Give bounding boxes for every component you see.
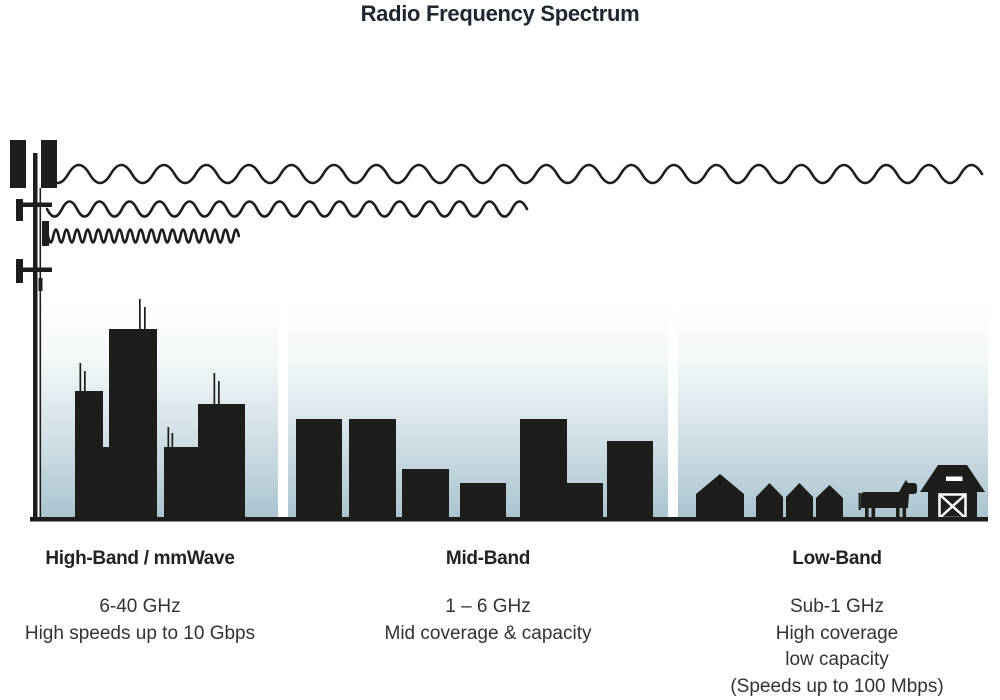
mid-band-description: Mid coverage & capacity [384, 622, 592, 644]
mid-band-heading: Mid-Band [445, 548, 531, 569]
rural-scene-low-band [696, 465, 985, 520]
city-skyline-high-band [75, 299, 245, 519]
low-band-heading: Low-Band [792, 548, 882, 569]
low-band-frequency-range: Sub-1 GHz [790, 596, 884, 617]
high-band-description: High speeds up to 10 Gbps [24, 622, 256, 644]
low-band-label-group: Low-Band Sub-1 GHz High coverage low cap… [707, 547, 967, 697]
house-icon [816, 485, 843, 519]
spectrum-illustration [10, 140, 988, 522]
barn-icon [920, 465, 985, 520]
high-band-heading: High-Band / mmWave [45, 548, 235, 569]
town-buildings-mid-band [296, 419, 653, 519]
high-frequency-short-wave-icon [46, 228, 241, 244]
house-icon [786, 483, 813, 519]
house-icon [756, 483, 783, 519]
mid-frequency-medium-wave-icon [45, 200, 529, 218]
house-icon [696, 474, 744, 519]
cow-icon [858, 480, 917, 519]
low-band-capacity: low capacity [785, 649, 889, 670]
mid-band-label-group: Mid-Band 1 – 6 GHz Mid coverage & capaci… [368, 547, 608, 644]
mid-band-frequency-range: 1 – 6 GHz [445, 596, 531, 617]
high-band-frequency-range: 6-40 GHz [99, 596, 181, 617]
ground-line [30, 517, 988, 522]
low-band-speed-note: (Speeds up to 100 Mbps) [730, 675, 944, 697]
low-band-coverage: High coverage [775, 622, 899, 644]
high-band-label-group: High-Band / mmWave 6-40 GHz High speeds … [20, 547, 260, 644]
diagram-title: Radio Frequency Spectrum [360, 1, 640, 26]
low-frequency-long-wave-icon [45, 163, 984, 185]
cell-tower-icon [10, 140, 57, 518]
